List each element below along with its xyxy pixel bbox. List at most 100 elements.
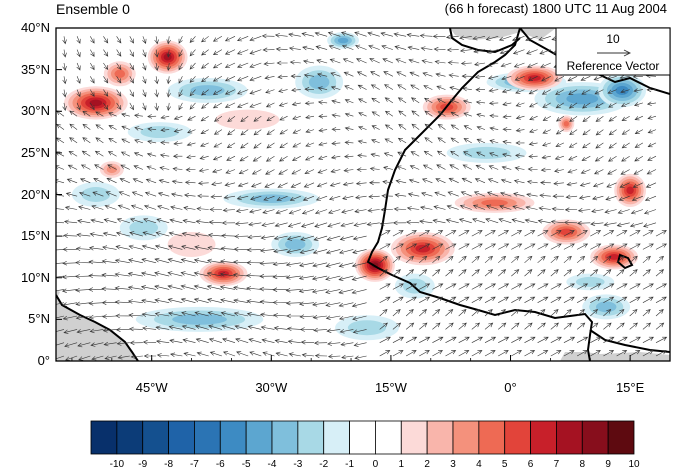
- wind-vector: [357, 84, 367, 90]
- wind-vector: [264, 182, 275, 188]
- wind-vector: [265, 102, 275, 108]
- wind-vector: [576, 283, 589, 290]
- wind-vector: [459, 35, 472, 40]
- wind-vector: [461, 177, 472, 184]
- wind-vector: [299, 249, 315, 255]
- wind-vector: [116, 49, 122, 57]
- wind-vector: [524, 296, 536, 303]
- wind-vector: [189, 49, 196, 57]
- wind-vector: [224, 76, 236, 82]
- wind-vector: [259, 261, 275, 266]
- wind-vector: [236, 76, 249, 82]
- wind-vector: [264, 75, 275, 80]
- wind-vector: [325, 315, 341, 320]
- wind-vector: [515, 127, 525, 133]
- wind-vector: [511, 269, 520, 277]
- wind-vector: [292, 142, 301, 148]
- wind-vector: [292, 129, 301, 134]
- wind-vector: [392, 243, 404, 250]
- colorbar-box: [168, 420, 195, 455]
- wind-vector: [563, 296, 575, 303]
- colorbar-label: 2: [424, 459, 430, 470]
- land-mask: [56, 28, 670, 361]
- wind-vector: [251, 169, 262, 175]
- wind-vector: [340, 222, 354, 228]
- wind-vector: [396, 165, 407, 170]
- wind-vector: [56, 262, 65, 264]
- colorbar-label: -5: [241, 459, 251, 470]
- wind-vector: [655, 336, 668, 343]
- wind-vector: [489, 139, 499, 144]
- wind-vector: [394, 193, 407, 198]
- wind-vector: [103, 49, 109, 57]
- wind-vector: [208, 337, 222, 343]
- wind-vector: [392, 296, 404, 303]
- africa-gulf-land: [560, 352, 670, 361]
- wind-vector: [212, 76, 223, 82]
- wind-vector: [208, 324, 222, 330]
- wind-vector: [129, 76, 134, 84]
- anomaly-contour: [140, 126, 179, 139]
- wind-vector: [392, 350, 404, 357]
- wind-vector: [471, 230, 483, 237]
- wind-vector: [524, 255, 533, 264]
- latitude-label: 40°N: [20, 20, 50, 35]
- wind-vector: [213, 142, 223, 148]
- wind-vector: [445, 230, 457, 237]
- wind-vector: [537, 230, 549, 237]
- wind-vector: [92, 191, 104, 197]
- wind-vector: [221, 233, 236, 239]
- wind-vector: [56, 123, 65, 130]
- wind-vector: [279, 155, 288, 162]
- wind-vector: [156, 353, 170, 358]
- wind-vector: [501, 165, 512, 171]
- wind-vector: [647, 129, 657, 134]
- wind-vector: [56, 302, 65, 305]
- wind-vector: [154, 257, 170, 264]
- wind-vector: [344, 112, 354, 118]
- wind-vector: [352, 235, 367, 241]
- wind-vector: [590, 221, 604, 227]
- wind-vector: [524, 322, 533, 330]
- wind-vector: [142, 36, 147, 45]
- wind-vector: [312, 314, 328, 320]
- wind-vector: [472, 35, 486, 41]
- wind-vector: [142, 89, 147, 98]
- wind-vector: [563, 322, 573, 330]
- wind-vector: [95, 111, 104, 117]
- wind-vector: [304, 169, 315, 174]
- wind-vector: [222, 337, 236, 343]
- wind-vector: [501, 75, 512, 81]
- wind-vector: [463, 112, 472, 117]
- wind-vector: [368, 194, 380, 199]
- wind-vector: [141, 312, 157, 317]
- wind-vector: [207, 311, 222, 317]
- wind-vector: [90, 342, 104, 347]
- wind-vector: [458, 336, 470, 343]
- wind-vector: [445, 336, 457, 343]
- wind-vector: [130, 204, 143, 210]
- wind-vector: [329, 58, 341, 64]
- wind-vector: [411, 123, 420, 130]
- wind-vector: [384, 138, 394, 144]
- wind-vector: [590, 230, 602, 237]
- wind-vector: [423, 85, 433, 90]
- wind-vector: [511, 243, 523, 250]
- wind-vector: [537, 309, 546, 317]
- wind-vector: [238, 169, 249, 175]
- wind-vector: [458, 283, 470, 290]
- wind-vector: [564, 207, 578, 212]
- wind-vector: [489, 126, 499, 131]
- wind-vector: [436, 150, 446, 157]
- wind-vector: [156, 339, 170, 344]
- wind-vector: [581, 155, 591, 161]
- wind-vector: [529, 115, 538, 121]
- wind-vector: [379, 243, 391, 250]
- wind-vector: [301, 209, 315, 215]
- wind-vector: [166, 62, 171, 71]
- wind-vector: [498, 296, 509, 303]
- anomaly-contour: [608, 254, 620, 260]
- wind-vector: [236, 351, 249, 357]
- wind-vector: [262, 47, 275, 53]
- wind-vector: [108, 125, 117, 130]
